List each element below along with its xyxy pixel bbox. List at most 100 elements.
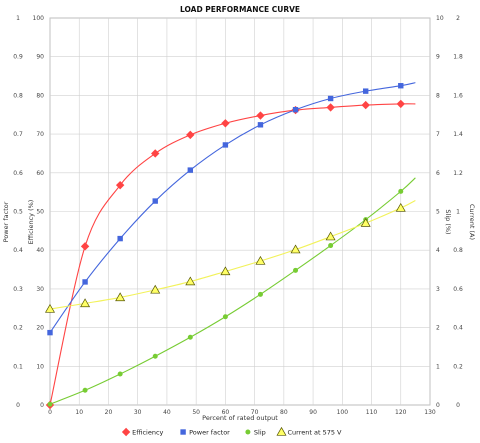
x-tick-label: 70 bbox=[251, 409, 259, 416]
point-efficiency bbox=[186, 130, 195, 140]
point-efficiency bbox=[115, 180, 125, 190]
y-tick-label-left-outer: 1 bbox=[16, 15, 20, 22]
legend-marker-power-factor bbox=[180, 429, 186, 435]
point-current-at-575-v bbox=[80, 298, 91, 308]
x-tick-label: 120 bbox=[395, 409, 407, 416]
y-tick-label-left-outer: 0.4 bbox=[13, 247, 23, 254]
y-tick-label-right-inner: 7 bbox=[436, 131, 440, 138]
y-tick-label-right-outer: 0.6 bbox=[453, 286, 463, 293]
y-tick-label-left-outer: 0 bbox=[16, 402, 20, 409]
y-tick-label-left-outer: 0.7 bbox=[13, 131, 23, 138]
point-efficiency bbox=[151, 149, 160, 158]
point-efficiency bbox=[221, 119, 230, 128]
point-slip bbox=[82, 387, 88, 393]
point-current-at-575-v bbox=[220, 266, 231, 276]
x-tick-label: 10 bbox=[75, 409, 83, 416]
y-tick-label-left-outer: 0.3 bbox=[13, 286, 23, 293]
point-current-at-575-v bbox=[150, 284, 161, 294]
x-tick-label: 0 bbox=[48, 409, 52, 416]
y-tick-label-right-inner: 3 bbox=[436, 286, 440, 293]
x-tick-label: 30 bbox=[134, 409, 142, 416]
x-tick-label: 60 bbox=[222, 409, 230, 416]
y-tick-label-left-inner: 100 bbox=[33, 15, 45, 22]
point-current-at-575-v bbox=[360, 218, 371, 227]
point-efficiency bbox=[396, 99, 405, 109]
y-tick-label-left-inner: 50 bbox=[36, 209, 44, 216]
point-current-at-575-v bbox=[290, 244, 301, 254]
point-slip bbox=[47, 401, 53, 407]
y-tick-label-right-outer: 0.2 bbox=[453, 363, 463, 370]
y-tick-label-left-outer: 0.6 bbox=[13, 170, 23, 177]
x-tick-label: 50 bbox=[192, 409, 200, 416]
point-current-at-575-v bbox=[185, 276, 196, 286]
point-power-factor bbox=[117, 235, 123, 242]
y-tick-label-left-inner: 10 bbox=[36, 363, 44, 370]
y-axis-title-current: Current (A) bbox=[468, 204, 476, 240]
y-tick-label-left-outer: 0.1 bbox=[13, 363, 23, 370]
y-axis-title-power-factor: Power factor bbox=[2, 201, 10, 242]
y-tick-label-right-outer: 1.8 bbox=[453, 54, 463, 61]
point-power-factor bbox=[362, 88, 369, 94]
x-tick-label: 110 bbox=[366, 409, 378, 416]
y-tick-label-right-outer: 1 bbox=[456, 209, 460, 216]
legend-label-current-at-575-v: Current at 575 V bbox=[288, 428, 343, 436]
y-axis-title-slip: Slip (%) bbox=[444, 209, 452, 234]
y-tick-label-left-inner: 90 bbox=[36, 54, 44, 61]
point-power-factor bbox=[82, 279, 88, 285]
x-axis-title: Percent of rated output bbox=[202, 414, 278, 422]
point-power-factor bbox=[327, 95, 334, 102]
x-tick-label: 100 bbox=[337, 409, 349, 416]
point-current-at-575-v bbox=[44, 303, 56, 313]
legend-label-power-factor: Power factor bbox=[189, 428, 230, 436]
gridlines bbox=[49, 17, 431, 406]
legend-marker-efficiency bbox=[121, 427, 131, 437]
point-current-at-575-v bbox=[115, 292, 126, 302]
y-tick-label-right-outer: 0 bbox=[456, 402, 460, 409]
legend-label-efficiency: Efficiency bbox=[132, 428, 163, 436]
curve-slip bbox=[49, 177, 416, 405]
point-slip bbox=[257, 291, 263, 297]
legend-marker-slip bbox=[245, 429, 251, 435]
curve-power-factor bbox=[49, 82, 416, 333]
point-slip bbox=[187, 334, 193, 340]
point-efficiency bbox=[361, 100, 370, 110]
point-efficiency bbox=[326, 103, 335, 112]
point-efficiency bbox=[256, 111, 265, 120]
point-power-factor bbox=[47, 329, 53, 336]
point-slip bbox=[398, 188, 404, 194]
point-current-at-575-v bbox=[325, 231, 336, 241]
point-current-at-575-v bbox=[255, 255, 266, 265]
point-power-factor bbox=[152, 198, 158, 204]
y-tick-label-left-inner: 60 bbox=[36, 170, 44, 177]
y-tick-label-left-inner: 20 bbox=[36, 325, 44, 332]
x-tick-label: 130 bbox=[424, 409, 436, 416]
series-markers bbox=[44, 83, 406, 410]
point-slip bbox=[117, 371, 123, 377]
y-tick-label-right-inner: 9 bbox=[436, 54, 440, 61]
point-power-factor bbox=[222, 142, 229, 148]
y-tick-label-right-inner: 10 bbox=[436, 15, 444, 22]
y-tick-label-right-inner: 8 bbox=[436, 92, 440, 99]
y-tick-label-right-inner: 1 bbox=[436, 363, 440, 370]
y-tick-label-right-outer: 1.4 bbox=[453, 131, 463, 138]
y-tick-label-right-outer: 1.2 bbox=[453, 170, 463, 177]
legend-label-slip: Slip bbox=[254, 428, 266, 436]
y-tick-label-right-inner: 5 bbox=[436, 209, 440, 216]
legend-marker-current-at-575-v bbox=[276, 426, 287, 436]
point-power-factor bbox=[292, 107, 299, 113]
x-tick-label: 20 bbox=[105, 409, 113, 416]
point-slip bbox=[328, 243, 334, 249]
axis-ticks: 0 10 20 30 40 50 60 70 80 90 100 110 120 13000.10.20.… bbox=[13, 15, 463, 416]
y-tick-label-right-outer: 0.4 bbox=[453, 325, 463, 332]
y-tick-label-left-outer: 0.2 bbox=[13, 325, 23, 332]
y-axis-title-efficiency: Efficiency (%) bbox=[27, 200, 35, 245]
y-tick-label-right-inner: 0 bbox=[436, 402, 440, 409]
y-tick-label-right-inner: 6 bbox=[436, 170, 440, 177]
y-tick-label-right-outer: 1.6 bbox=[453, 92, 463, 99]
x-tick-label: 80 bbox=[280, 409, 288, 416]
point-power-factor bbox=[257, 122, 264, 128]
x-tick-label: 40 bbox=[163, 409, 171, 416]
point-current-at-575-v bbox=[395, 202, 406, 212]
y-tick-label-left-outer: 0.8 bbox=[13, 92, 23, 99]
y-tick-label-right-inner: 4 bbox=[436, 247, 440, 254]
